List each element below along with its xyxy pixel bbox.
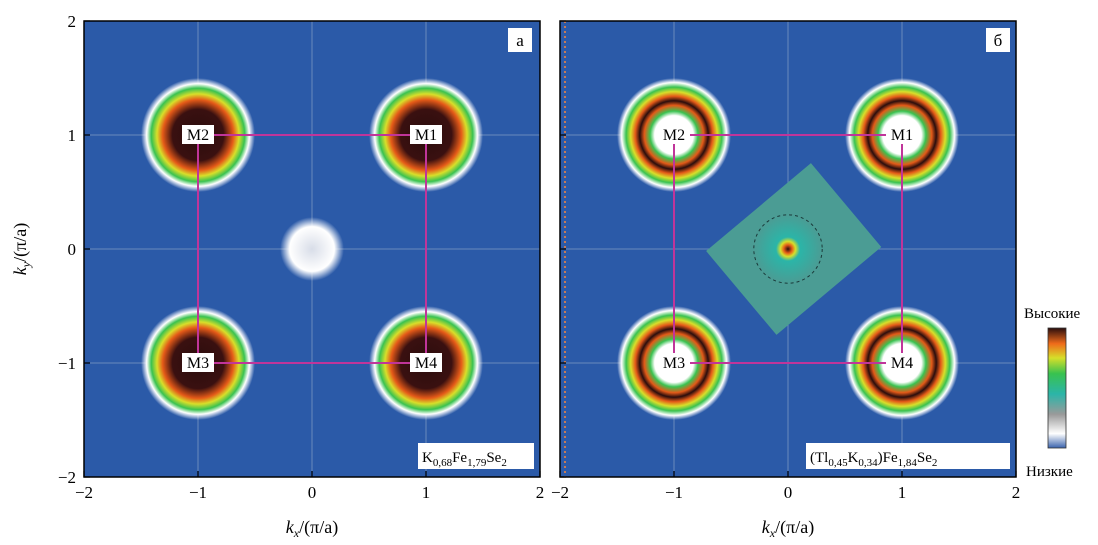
point-label-m1: M1: [415, 127, 437, 144]
colorbar: Высокие Низкие: [1024, 306, 1081, 480]
panel-a-tag-box: [508, 28, 532, 52]
panel-b-x-axis-label: kx/(π/a): [762, 517, 814, 540]
gamma-circle: [753, 214, 823, 284]
point-label-m1: M1: [891, 127, 913, 144]
point-label-m2: M2: [187, 127, 209, 144]
point-label-m4: M4: [415, 355, 437, 372]
x-tick-label: 1: [422, 483, 431, 502]
point-label-box: [182, 353, 214, 372]
y-tick-label: 0: [68, 240, 77, 259]
x-tick-label: 2: [536, 483, 545, 502]
point-label-m4: M4: [891, 355, 913, 372]
colorbar-high-label: Высокие: [1024, 306, 1081, 322]
colorbar-scale: [1047, 327, 1067, 449]
panel-a-ticks: −2 −1 0 1 2 2 1 0 −1 −2: [58, 12, 544, 502]
panel-a-point-labels: M1 M2 M3 M4: [182, 125, 442, 372]
panel-b-ticks: −2 −1 0 1 2: [551, 20, 1021, 502]
x-tick-label: 0: [308, 483, 317, 502]
point-label-box: [182, 125, 214, 144]
x-tick-label: 2: [1012, 483, 1021, 502]
panel-a: M1 M2 M3 M4 −2 −1 0 1 2 2 1 0 −1 −2 а K0,68Fe1,79Se2: [58, 12, 544, 502]
panel-b-sample-box: [806, 443, 1010, 469]
x-tick-label: 0: [784, 483, 793, 502]
x-tick-label: −2: [551, 483, 569, 502]
y-tick-label: −2: [58, 468, 76, 487]
x-tick-label: −1: [189, 483, 207, 502]
point-label-box: [658, 125, 690, 144]
y-tick-label: 2: [68, 12, 77, 31]
panel-b-tag: б: [994, 31, 1003, 50]
point-label-m3: M3: [663, 355, 685, 372]
y-tick-label: −1: [58, 354, 76, 373]
point-label-box: [658, 353, 690, 372]
colorbar-low-label: Низкие: [1026, 464, 1073, 480]
panel-a-tag: а: [516, 31, 524, 50]
panel-a-x-axis-label: kx/(π/a): [286, 517, 338, 540]
panel-b-tag-box: [986, 28, 1010, 52]
x-tick-label: 1: [898, 483, 907, 502]
y-axis-label: ky/(π/a): [10, 223, 33, 275]
panel-b-point-labels: M1 M2 M3 M4: [658, 125, 918, 372]
point-label-box: [886, 125, 918, 144]
point-label-box: [410, 353, 442, 372]
panel-b: M1 M2 M3 M4 −2 −1 0 1 2 б (Tl0,45K0,34)Fe1,84Se…: [551, 20, 1021, 502]
y-tick-label: 1: [68, 126, 77, 145]
point-label-m2: M2: [663, 127, 685, 144]
panel-a-sample-formula: K0,68Fe1,79Se2: [422, 450, 507, 469]
panel-a-sample-box: [418, 443, 534, 469]
gamma-pocket: [280, 217, 344, 281]
x-tick-label: −2: [75, 483, 93, 502]
panel-b-sample-formula: (Tl0,45K0,34)Fe1,84Se2: [810, 450, 937, 469]
panel-b-intensity-map: [617, 78, 959, 420]
point-label-m3: M3: [187, 355, 209, 372]
point-label-box: [886, 353, 918, 372]
gamma-pocket: [753, 214, 823, 284]
x-tick-label: −1: [665, 483, 683, 502]
point-label-box: [410, 125, 442, 144]
